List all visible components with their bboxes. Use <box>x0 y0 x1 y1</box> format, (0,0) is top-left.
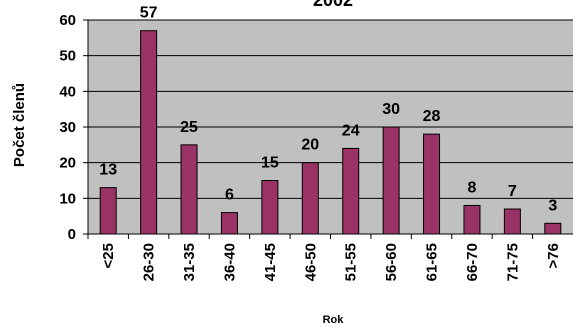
x-tick-label: 66-70 <box>464 243 481 281</box>
x-tick-label: 61-65 <box>424 243 441 281</box>
y-tick-label: 0 <box>68 226 76 243</box>
bar <box>382 126 400 235</box>
y-tick-label: 20 <box>59 155 76 172</box>
bar <box>220 212 238 235</box>
y-tick-label: 50 <box>59 48 76 65</box>
x-axis-ticks: <25 26-30 31-35 36-40 41-45 46-50 51-55 56-60 61… <box>87 234 562 281</box>
bar <box>342 147 360 235</box>
data-label: 30 <box>382 101 400 118</box>
y-tick-label: 60 <box>59 12 76 29</box>
bars <box>99 30 562 235</box>
x-tick-label: 41-45 <box>262 243 279 281</box>
data-label: 28 <box>423 108 441 125</box>
data-label: 24 <box>342 122 360 139</box>
data-label: 57 <box>140 5 158 22</box>
x-tick-label: 51-55 <box>343 243 360 281</box>
x-tick-label: 56-60 <box>383 243 400 281</box>
data-label: 6 <box>225 187 234 204</box>
bar <box>423 133 441 235</box>
bar <box>301 162 319 235</box>
data-label: 3 <box>548 197 557 214</box>
x-tick-label: 46-50 <box>302 243 319 281</box>
data-label: 15 <box>261 155 279 172</box>
gridlines <box>88 19 573 199</box>
x-tick-label: >76 <box>545 243 562 268</box>
data-labels: 13 57 25 6 15 20 24 30 28 8 7 3 <box>99 5 557 215</box>
bar <box>140 30 158 235</box>
y-tick-label: 30 <box>59 119 76 136</box>
data-label: 25 <box>180 119 198 136</box>
bar <box>261 180 279 235</box>
bar <box>99 187 117 235</box>
data-label: 20 <box>301 137 319 154</box>
x-tick-label: 36-40 <box>221 243 238 281</box>
y-axis-ticks: 0 10 20 30 40 50 60 <box>59 12 88 243</box>
y-tick-label: 40 <box>59 83 76 100</box>
x-tick-label: 26-30 <box>141 243 158 281</box>
bar <box>180 144 198 235</box>
data-label: 13 <box>99 162 117 179</box>
x-tick-label: <25 <box>100 243 117 268</box>
bar <box>503 208 521 235</box>
y-tick-label: 10 <box>59 190 76 207</box>
data-label: 8 <box>468 179 477 196</box>
chart-title: 2002 <box>313 0 353 10</box>
x-tick-label: 31-35 <box>181 243 198 281</box>
x-axis-label: Rok <box>323 314 345 326</box>
bar <box>544 222 562 235</box>
x-tick-label: 71-75 <box>504 243 521 281</box>
y-axis-label: Počet členů <box>11 83 28 167</box>
data-label: 7 <box>508 183 517 200</box>
bar <box>463 204 481 235</box>
